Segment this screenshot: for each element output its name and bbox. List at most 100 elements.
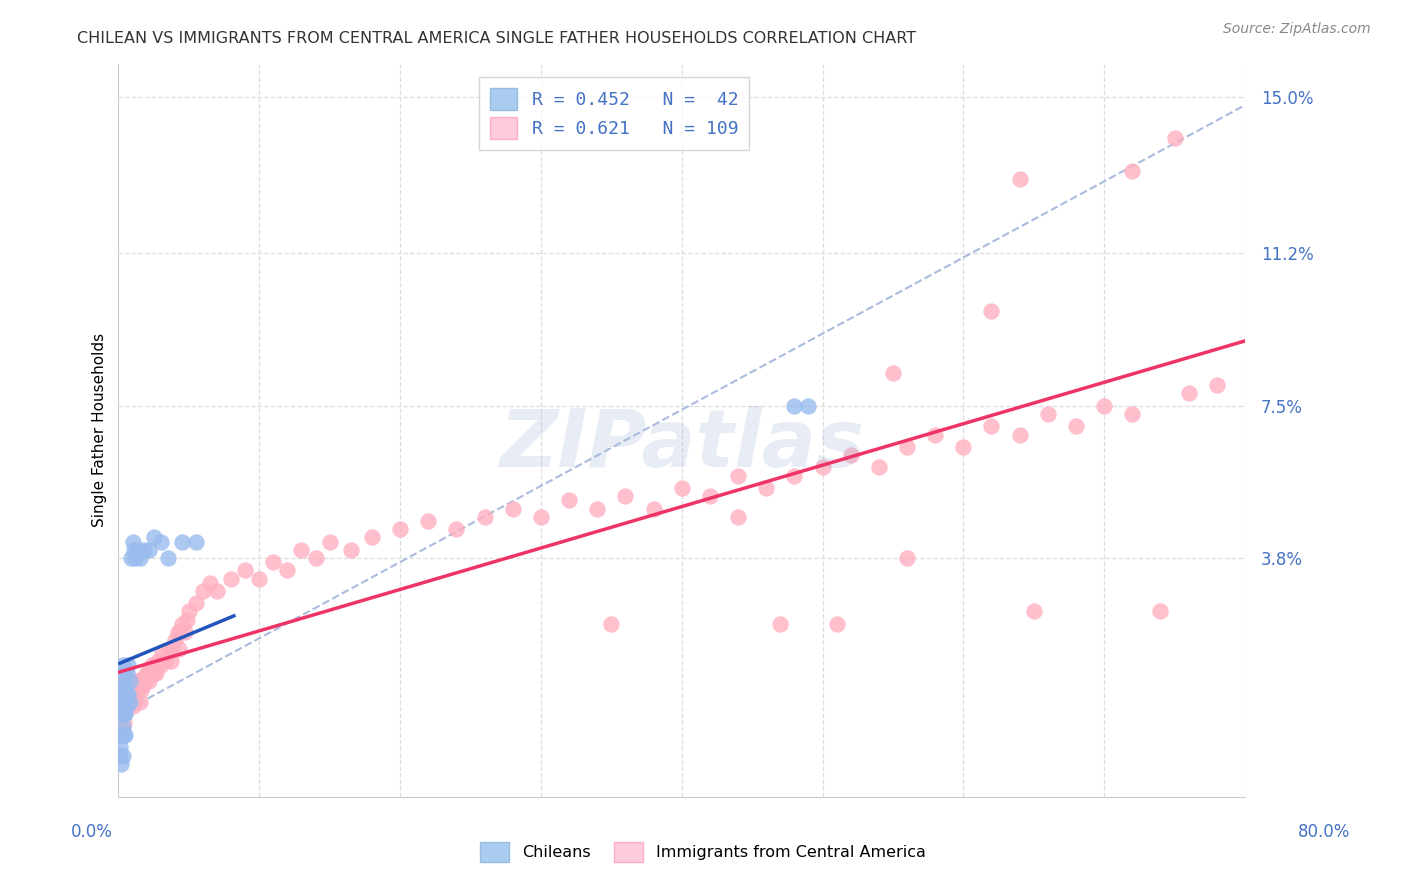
Point xyxy=(112,707,135,722)
Point xyxy=(117,682,139,697)
Point xyxy=(1121,407,1143,421)
Point xyxy=(132,542,155,557)
Point xyxy=(110,707,132,722)
Point xyxy=(108,740,131,755)
Point xyxy=(135,666,157,681)
Point xyxy=(136,666,159,681)
Point xyxy=(124,695,146,709)
Point xyxy=(755,481,778,495)
Point xyxy=(115,699,138,714)
Point xyxy=(176,613,198,627)
Point xyxy=(118,679,141,693)
Point xyxy=(111,658,134,673)
Point xyxy=(125,682,148,697)
Point xyxy=(924,427,946,442)
Point xyxy=(129,682,152,697)
Point xyxy=(115,687,138,701)
Point xyxy=(114,695,136,709)
Point xyxy=(1149,605,1171,619)
Point xyxy=(114,728,136,742)
Point xyxy=(1036,407,1059,421)
Point xyxy=(128,551,150,566)
Point xyxy=(141,658,163,673)
Point xyxy=(160,641,183,656)
Point xyxy=(111,720,134,734)
Point xyxy=(142,666,165,681)
Point xyxy=(1064,419,1087,434)
Point xyxy=(952,440,974,454)
Point xyxy=(825,616,848,631)
Text: ZIPatlas: ZIPatlas xyxy=(499,406,865,484)
Point xyxy=(1205,378,1227,392)
Point xyxy=(173,625,195,640)
Point xyxy=(112,728,135,742)
Point xyxy=(120,551,142,566)
Point xyxy=(167,641,190,656)
Point xyxy=(1092,399,1115,413)
Text: Source: ZipAtlas.com: Source: ZipAtlas.com xyxy=(1223,22,1371,37)
Point xyxy=(727,468,749,483)
Point xyxy=(108,707,131,722)
Point xyxy=(769,616,792,631)
Point xyxy=(783,468,806,483)
Point xyxy=(502,501,524,516)
Point xyxy=(671,481,693,495)
Point xyxy=(121,674,143,689)
Point xyxy=(184,534,207,549)
Point xyxy=(145,666,167,681)
Point xyxy=(219,572,242,586)
Point xyxy=(727,509,749,524)
Point xyxy=(139,666,162,681)
Point xyxy=(1008,427,1031,442)
Point xyxy=(166,625,188,640)
Point xyxy=(184,596,207,610)
Point xyxy=(233,563,256,577)
Point xyxy=(110,687,132,701)
Point xyxy=(153,654,176,668)
Text: 0.0%: 0.0% xyxy=(70,822,112,840)
Point xyxy=(142,530,165,544)
Point xyxy=(118,695,141,709)
Point xyxy=(839,448,862,462)
Point xyxy=(110,756,132,771)
Text: CHILEAN VS IMMIGRANTS FROM CENTRAL AMERICA SINGLE FATHER HOUSEHOLDS CORRELATION : CHILEAN VS IMMIGRANTS FROM CENTRAL AMERI… xyxy=(77,31,917,46)
Point xyxy=(156,551,179,566)
Point xyxy=(177,605,200,619)
Point xyxy=(108,707,131,722)
Point xyxy=(108,728,131,742)
Point xyxy=(118,695,141,709)
Point xyxy=(149,534,172,549)
Point xyxy=(114,687,136,701)
Point xyxy=(122,542,145,557)
Point xyxy=(797,399,820,413)
Point xyxy=(112,679,135,693)
Point xyxy=(198,575,221,590)
Point xyxy=(980,304,1002,318)
Point xyxy=(121,534,143,549)
Point xyxy=(118,674,141,689)
Point xyxy=(112,715,135,730)
Point xyxy=(276,563,298,577)
Point xyxy=(112,666,135,681)
Point xyxy=(114,703,136,717)
Point xyxy=(980,419,1002,434)
Legend: R = 0.452   N =  42, R = 0.621   N = 109: R = 0.452 N = 42, R = 0.621 N = 109 xyxy=(479,77,749,150)
Point xyxy=(117,699,139,714)
Point xyxy=(111,748,134,763)
Point xyxy=(111,679,134,693)
Point xyxy=(169,625,191,640)
Text: 80.0%: 80.0% xyxy=(1298,822,1351,840)
Point xyxy=(474,509,496,524)
Point xyxy=(143,658,166,673)
Point xyxy=(304,551,326,566)
Point xyxy=(115,666,138,681)
Point xyxy=(127,674,149,689)
Point xyxy=(111,687,134,701)
Point xyxy=(110,720,132,734)
Point xyxy=(110,699,132,714)
Point xyxy=(125,542,148,557)
Point xyxy=(643,501,665,516)
Point xyxy=(868,460,890,475)
Point xyxy=(1121,164,1143,178)
Point xyxy=(170,534,193,549)
